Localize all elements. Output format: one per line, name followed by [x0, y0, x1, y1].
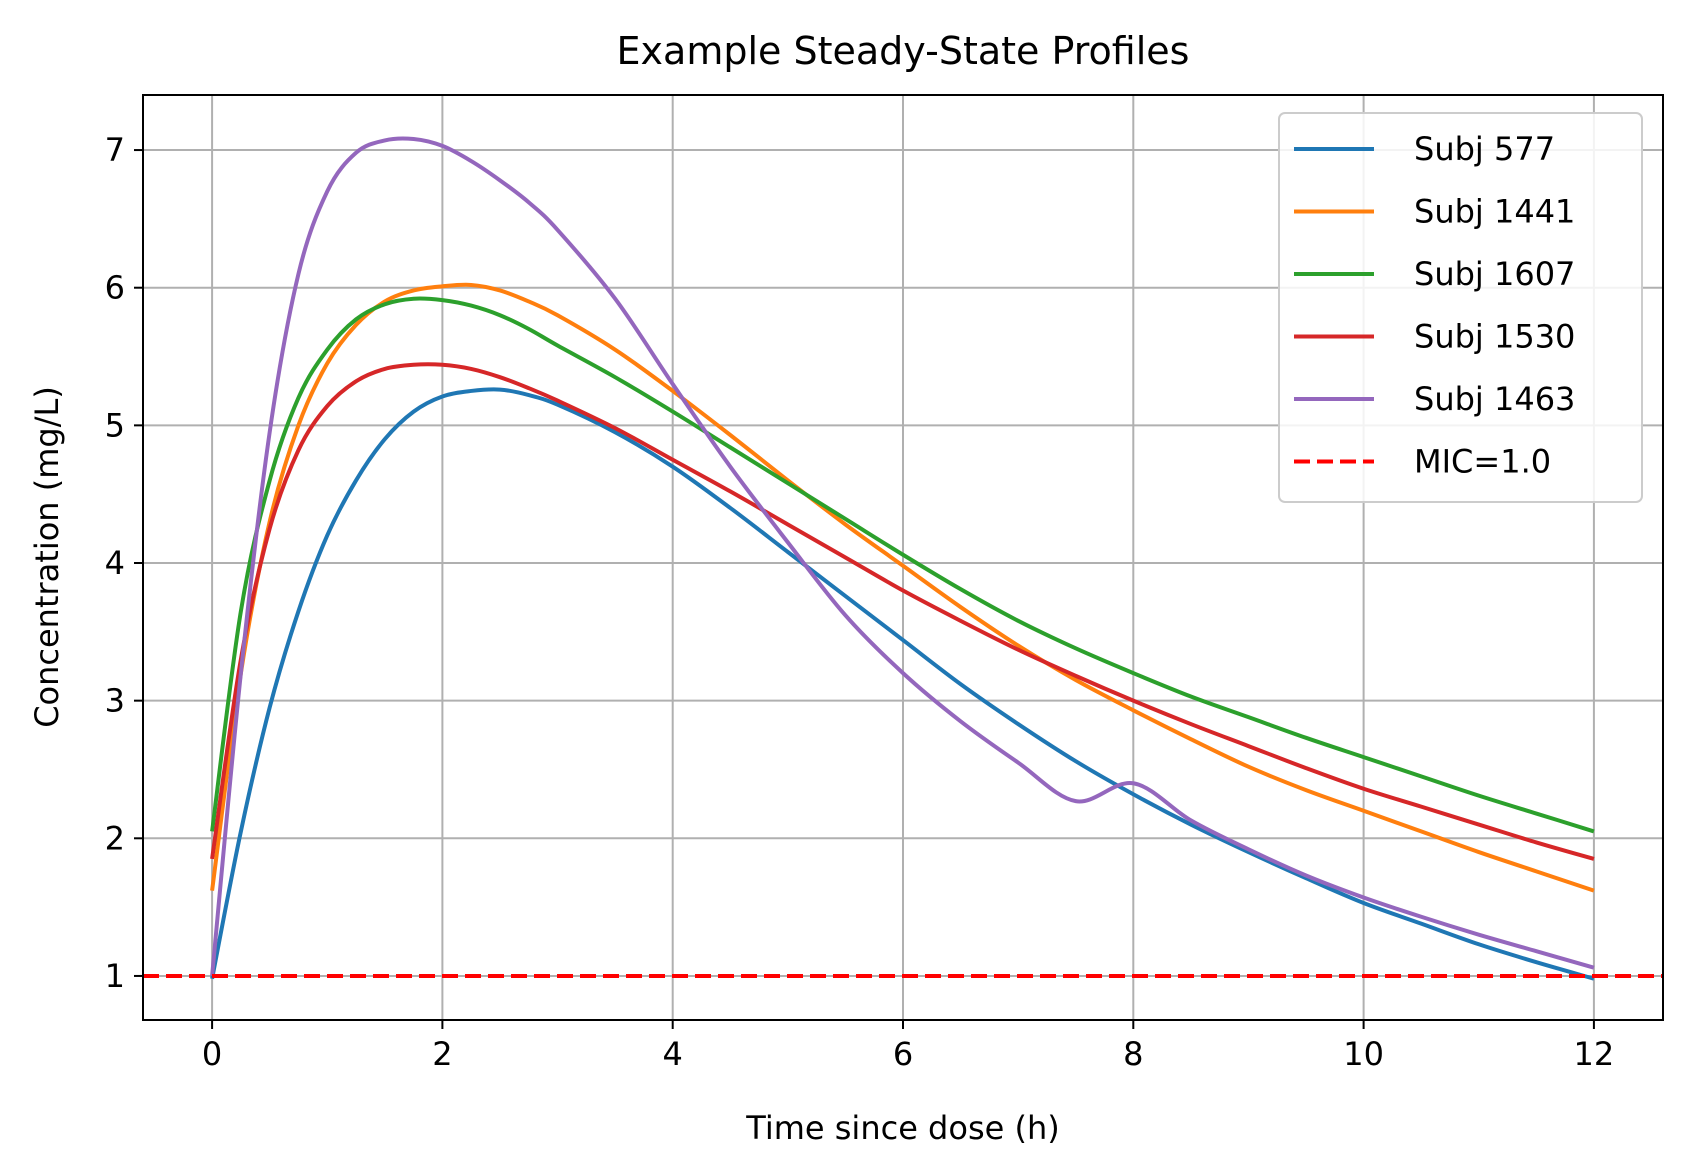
x-tick-label: 12 — [1574, 1035, 1615, 1073]
legend: Subj 577 Subj 1441 Subj 1607 Subj 1530 Subj … — [1278, 112, 1643, 503]
series-line-subj-1441 — [210, 282, 1595, 893]
y-tick-label: 2 — [105, 819, 125, 857]
plot-lines — [210, 136, 1595, 981]
y-tick-label: 5 — [105, 406, 125, 444]
chart-title: Example Steady-State Profiles — [617, 29, 1190, 73]
legend-label: Subj 577 — [1414, 130, 1555, 168]
y-tick-label: 6 — [105, 269, 125, 307]
series-line-subj-1463 — [210, 136, 1595, 977]
legend-label: Subj 1441 — [1414, 193, 1575, 231]
x-tick-label: 6 — [893, 1035, 913, 1073]
x-axis-label: Time since dose (h) — [745, 1109, 1059, 1147]
x-tick-label: 2 — [432, 1035, 452, 1073]
y-tick-label: 3 — [105, 682, 125, 720]
y-tick-label: 4 — [105, 544, 125, 582]
x-tick-label: 4 — [663, 1035, 683, 1073]
y-tick-label: 7 — [105, 131, 125, 169]
x-tick-label: 0 — [202, 1035, 222, 1073]
legend-label: MIC=1.0 — [1414, 443, 1551, 481]
legend-label: Subj 1463 — [1414, 380, 1575, 418]
series-line-subj-1607 — [210, 296, 1595, 834]
series-line-subj-1530 — [210, 362, 1595, 861]
x-tick-label: 8 — [1123, 1035, 1143, 1073]
y-axis-label: Concentration (mg/L) — [28, 386, 66, 728]
legend-label: Subj 1530 — [1414, 318, 1575, 356]
y-tick-label: 1 — [105, 957, 125, 995]
series-line-subj-577 — [210, 387, 1595, 981]
legend-label: Subj 1607 — [1414, 255, 1575, 293]
x-tick-label: 10 — [1343, 1035, 1384, 1073]
